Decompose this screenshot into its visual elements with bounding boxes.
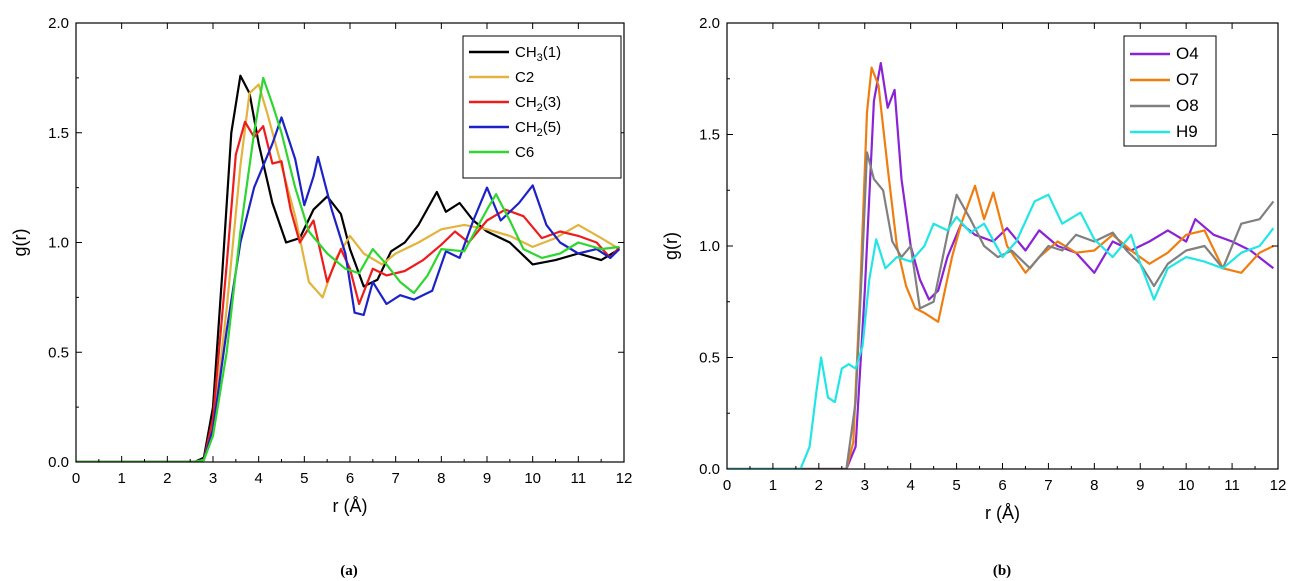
legend-label: C6: [515, 144, 534, 161]
legend-label: CH3(1): [515, 44, 561, 64]
x-tick-label: 3: [861, 477, 869, 494]
x-tick-label: 1: [769, 477, 777, 494]
legend-box: [1123, 35, 1217, 147]
series-line-o7: [727, 66, 1274, 469]
y-tick-label: 1.0: [699, 238, 720, 255]
x-tick-label: 10: [524, 470, 541, 487]
series-line-o8: [727, 151, 1275, 469]
series-lines: [76, 74, 621, 462]
x-tick-label: 12: [616, 470, 633, 487]
x-tick-label: 0: [72, 470, 80, 487]
series-line-ch3-1-: [76, 74, 620, 462]
y-tick-label: 0.5: [699, 350, 720, 367]
x-axis-label: r (Å): [985, 503, 1020, 523]
x-tick-label: 6: [346, 470, 354, 487]
x-tick-label: 0: [723, 477, 731, 494]
x-axis-label: r (Å): [333, 496, 368, 516]
series-lines: [727, 62, 1275, 469]
y-tick-label: 0.5: [48, 344, 69, 361]
x-tick-label: 4: [906, 477, 914, 494]
x-tick-label: 8: [1090, 477, 1098, 494]
x-tick-label: 11: [1224, 477, 1240, 494]
x-tick-label: 5: [952, 477, 960, 494]
series-line-ch2-3-: [76, 120, 621, 462]
legend-box: [462, 35, 622, 179]
x-tick-label: 2: [815, 477, 823, 494]
series-line-c6: [76, 76, 620, 462]
y-tick-label: 2.0: [48, 15, 69, 32]
x-tick-label: 6: [998, 477, 1006, 494]
x-tick-label: 9: [483, 470, 491, 487]
x-tick-label: 8: [437, 470, 445, 487]
y-tick-label: 1.0: [48, 235, 69, 252]
y-tick-label: 0.0: [699, 461, 720, 478]
x-tick-label: 12: [1270, 477, 1287, 494]
legend-label: O8: [1176, 96, 1199, 115]
legend-label: H9: [1176, 122, 1198, 141]
y-tick-label: 1.5: [48, 125, 69, 142]
x-tick-label: 1: [117, 470, 125, 487]
x-tick-label: 7: [391, 470, 399, 487]
legend-label: CH2(3): [515, 94, 561, 114]
y-tick-label: 1.5: [699, 127, 720, 144]
legend: O4 O7 O8 H9: [1123, 35, 1217, 147]
y-axis-label: g(r): [661, 232, 681, 260]
legend-label: CH2(5): [515, 119, 561, 139]
series-line-ch2-5-: [76, 116, 621, 462]
y-tick-label: 2.0: [699, 15, 720, 32]
panel-a: 0 1 2 3 4 5 6 7 8 9 10 11 120.00.51.01.52.0r (Å)g(r)…: [10, 15, 632, 579]
legend: CH3(1) C2 CH2(3) CH2(5) C6: [462, 35, 622, 179]
panel-b: 0 1 2 3 4 5 6 7 8 9 10 11 120.00.51.01.52.0r (Å)g(r)…: [661, 15, 1286, 579]
x-tick-label: 2: [163, 470, 171, 487]
series-line-h9: [727, 193, 1275, 469]
panel-label: (a): [340, 563, 358, 579]
x-tick-label: 9: [1136, 477, 1144, 494]
panel-label: (b): [993, 563, 1011, 579]
legend-label: C2: [515, 69, 534, 86]
x-tick-label: 5: [300, 470, 308, 487]
x-tick-label: 10: [1178, 477, 1195, 494]
y-axis-label: g(r): [10, 229, 30, 257]
x-tick-label: 11: [571, 470, 587, 487]
x-tick-label: 4: [254, 470, 262, 487]
y-tick-label: 0.0: [48, 454, 69, 471]
x-tick-label: 3: [209, 470, 217, 487]
legend-label: O4: [1176, 44, 1199, 63]
x-tick-label: 7: [1044, 477, 1052, 494]
legend-label: O7: [1176, 70, 1199, 89]
